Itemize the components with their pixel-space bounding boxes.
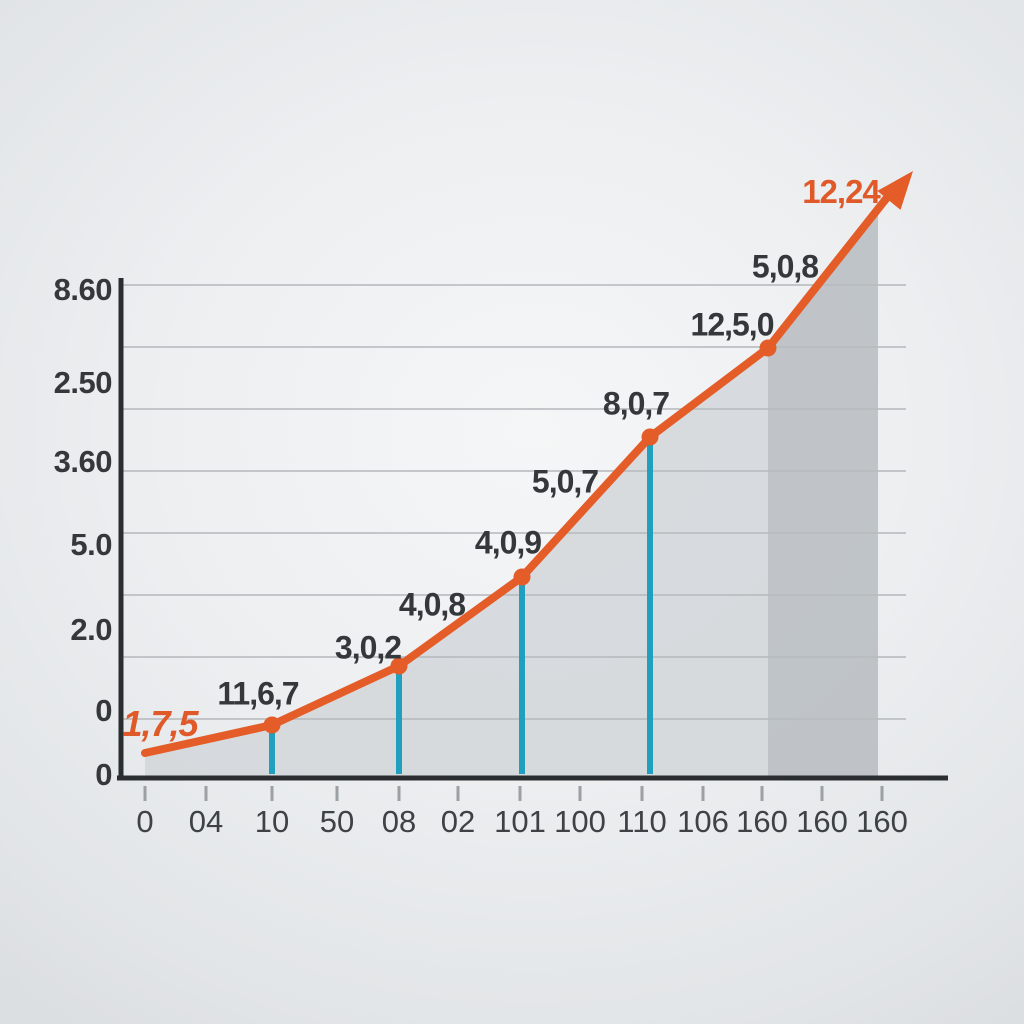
point-label: 12,5,0 [690, 306, 775, 343]
x-ticks-group [143, 786, 884, 801]
area-fill-light [145, 348, 768, 776]
point-label: 3,0,2 [334, 629, 402, 666]
area-fill-dark [768, 209, 878, 776]
x-tick-label: 100 [554, 804, 606, 839]
point-label: 4,0,8 [398, 586, 466, 623]
area-fill-group [145, 209, 878, 776]
x-tick-label: 106 [677, 804, 729, 839]
point-label: 5,0,7 [531, 463, 599, 500]
point-label-accent: 12,24 [802, 173, 881, 210]
data-point-marker [513, 568, 531, 586]
y-tick-label: 0 [95, 693, 112, 728]
data-point-marker [263, 716, 281, 734]
arrowhead-icon [877, 171, 913, 210]
axes-group [117, 278, 948, 781]
y-tick-label: 2.0 [70, 612, 112, 647]
y-tick-label: 0 [95, 757, 112, 792]
y-tick-label: 3.60 [53, 444, 113, 479]
data-point-marker [759, 339, 777, 357]
x-tick-label: 10 [254, 804, 290, 839]
point-label: 8,0,7 [602, 385, 670, 422]
x-tick-label: 08 [381, 804, 417, 839]
gridlines-group [122, 284, 906, 720]
x-tick-label: 101 [494, 804, 546, 839]
x-tick-label: 110 [617, 804, 667, 839]
point-label: 4,0,9 [474, 524, 542, 561]
x-tick-label: 04 [188, 804, 224, 839]
point-label: 11,6,7 [217, 675, 299, 712]
x-tick-label: 160 [796, 804, 848, 839]
point-label-accent: 1,7,5 [122, 703, 198, 744]
y-tick-label: 5.0 [70, 527, 112, 562]
point-label: 5,0,8 [751, 248, 819, 285]
markers-group [263, 339, 777, 734]
data-point-marker [390, 657, 408, 675]
x-tick-label: 160 [856, 804, 908, 839]
x-tick-label: 160 [736, 804, 788, 839]
x-tick-label: 02 [440, 804, 476, 839]
data-point-marker [641, 428, 659, 446]
drop-lines-group [269, 439, 653, 774]
x-tick-label: 50 [319, 804, 355, 839]
y-tick-label: 8.60 [53, 272, 113, 307]
y-tick-label: 2.50 [53, 365, 113, 400]
x-tick-label: 0 [136, 804, 154, 839]
